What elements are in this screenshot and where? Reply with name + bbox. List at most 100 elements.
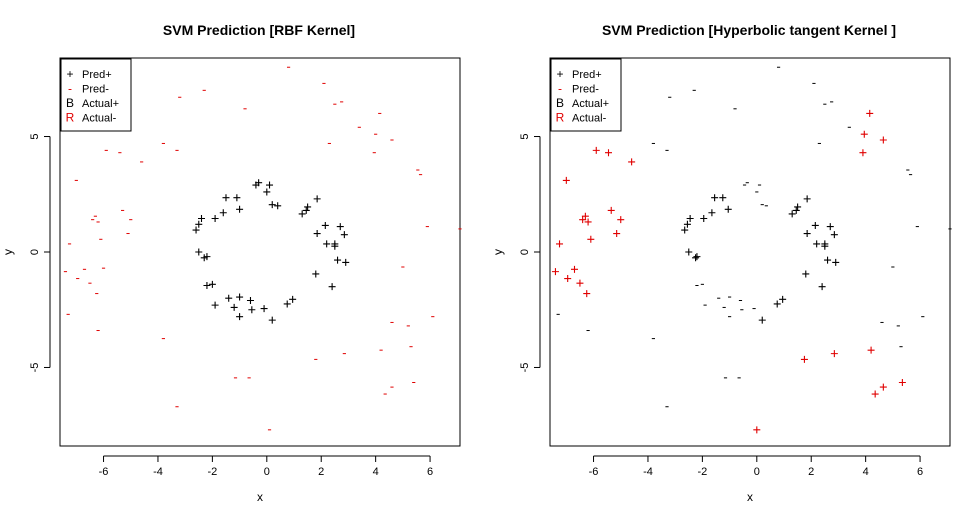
series-pred- — [551, 109, 906, 434]
y-tick-label: 0 — [29, 249, 41, 255]
data-point-plus — [328, 283, 336, 291]
data-point-plus — [794, 203, 802, 211]
legend-label: Pred+ — [82, 69, 112, 81]
x-tick-label: 6 — [427, 466, 433, 478]
x-tick-label: 6 — [917, 466, 923, 478]
x-tick-label: 4 — [373, 466, 379, 478]
data-point-plus — [233, 194, 241, 202]
data-point-plus — [792, 206, 800, 214]
data-point-plus — [313, 230, 321, 238]
data-point-plus — [570, 265, 578, 273]
data-point-plus — [587, 235, 595, 243]
legend-box — [60, 58, 132, 132]
data-point-plus — [898, 378, 906, 386]
x-axis-label: x — [747, 490, 753, 504]
data-point-plus — [298, 210, 306, 218]
chart-panel-1: SVM Prediction [RBF Kernel]-6 -4 -2 0 2 4 6x-5… — [1, 22, 462, 504]
legend-label: Actual- — [572, 113, 607, 125]
data-point-plus — [826, 223, 834, 231]
legend-label: Pred- — [572, 84, 599, 96]
legend: + Pred+- Pred- B Actual+ R Actual- — [60, 58, 132, 132]
data-point-plus — [236, 313, 244, 321]
data-point-plus — [879, 136, 887, 144]
data-point-plus — [334, 256, 342, 264]
data-point-plus — [584, 218, 592, 226]
data-point-plus — [779, 295, 787, 303]
legend-symbol: B — [556, 96, 564, 110]
data-point-plus — [800, 355, 808, 363]
chart-title: SVM Prediction [RBF Kernel] — [163, 22, 355, 38]
data-point-plus — [312, 270, 320, 278]
x-tick-label: -4 — [643, 466, 653, 478]
legend-symbol: - — [558, 82, 562, 96]
series-pred- — [695, 182, 768, 318]
data-point-plus — [813, 240, 821, 248]
y-tick-label: -5 — [29, 363, 41, 373]
data-point-plus — [802, 270, 810, 278]
data-point-plus — [331, 240, 339, 248]
data-point-plus — [803, 230, 811, 238]
y-tick-label: 5 — [519, 133, 531, 139]
y-tick-label: 5 — [29, 133, 41, 139]
data-point-plus — [576, 279, 584, 287]
data-point-plus — [753, 426, 761, 434]
x-tick-label: 2 — [808, 466, 814, 478]
data-point-plus — [830, 350, 838, 358]
data-point-plus — [203, 253, 211, 261]
data-point-plus — [803, 195, 811, 203]
data-point-plus — [607, 206, 615, 214]
data-point-plus — [236, 293, 244, 301]
data-point-plus — [581, 212, 589, 220]
y-axis-label: y — [1, 249, 15, 255]
y-tick-label: -5 — [519, 363, 531, 373]
data-point-plus — [818, 283, 826, 291]
legend-symbol: R — [66, 111, 75, 125]
x-tick-label: 0 — [264, 466, 270, 478]
data-point-plus — [246, 297, 254, 304]
legend-symbol: - — [68, 82, 72, 96]
data-point-plus — [617, 216, 625, 224]
data-point-plus — [222, 194, 230, 202]
data-point-plus — [788, 210, 796, 218]
legend-symbol: + — [556, 67, 563, 81]
legend-symbol: R — [556, 111, 565, 125]
data-point-plus — [208, 280, 216, 288]
plot-frame — [549, 57, 951, 447]
legend-symbol: B — [66, 96, 74, 110]
series-pred- — [192, 179, 350, 324]
x-tick-label: -6 — [99, 466, 109, 478]
data-point-plus — [192, 226, 200, 234]
data-point-plus — [203, 281, 211, 289]
data-point-plus — [711, 194, 719, 202]
data-point-plus — [700, 215, 708, 223]
x-axis-label: x — [257, 490, 263, 504]
data-point-plus — [859, 149, 867, 157]
data-point-plus — [556, 240, 564, 248]
data-point-plus — [685, 248, 693, 256]
legend-box — [550, 58, 622, 132]
data-point-plus — [867, 346, 875, 354]
data-point-plus — [708, 209, 716, 217]
legend-symbol: + — [66, 67, 73, 81]
data-point-plus — [832, 258, 840, 266]
chart-panel-2: SVM Prediction [Hyperbolic tangent Kerne… — [491, 22, 952, 504]
data-point-plus — [313, 195, 321, 203]
chart-title: SVM Prediction [Hyperbolic tangent Kerne… — [602, 22, 896, 38]
data-point-plus — [613, 230, 621, 238]
y-axis-label: y — [491, 249, 505, 255]
data-point-plus — [211, 215, 219, 223]
data-point-plus — [686, 215, 694, 223]
data-point-plus — [211, 301, 219, 309]
legend-label: Pred- — [82, 84, 109, 96]
data-point-plus — [266, 181, 274, 189]
legend-label: Actual+ — [82, 98, 119, 110]
data-point-plus — [321, 221, 329, 229]
y-tick-label: 0 — [519, 249, 531, 255]
data-point-plus — [304, 203, 312, 211]
data-point-plus — [274, 202, 282, 210]
data-point-plus — [605, 149, 613, 157]
data-point-plus — [592, 146, 600, 154]
legend-label: Actual+ — [572, 98, 609, 110]
data-point-plus — [336, 223, 344, 231]
series-pred- — [556, 66, 952, 408]
